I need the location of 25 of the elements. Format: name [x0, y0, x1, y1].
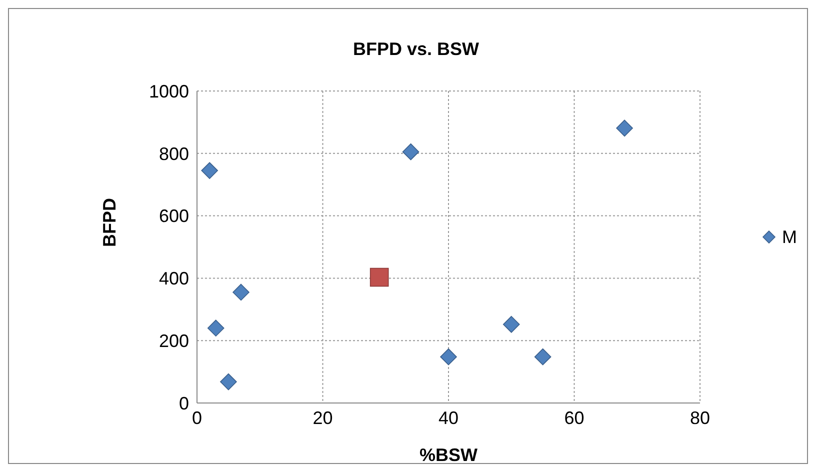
y-tick-label: 1000: [148, 81, 189, 102]
point: [220, 373, 237, 390]
y-axis-title: BFPD: [99, 198, 120, 247]
y-tick-label: 200: [158, 330, 189, 351]
point: [370, 268, 389, 287]
point: [616, 120, 633, 137]
x-tick-label: 80: [690, 408, 710, 428]
y-tick-label: 400: [158, 268, 189, 289]
x-axis-title: %BSW: [420, 445, 478, 465]
x-tick-label: 0: [192, 408, 202, 428]
point: [440, 348, 457, 366]
point: [232, 284, 250, 301]
y-tick-label: 600: [158, 206, 189, 226]
chart-title: BFPD vs. BSW: [352, 39, 480, 60]
point: [534, 348, 552, 366]
x-tick-label: 60: [564, 408, 584, 428]
y-tick-label: 0: [178, 393, 189, 414]
point: [201, 162, 218, 179]
x-tick-label: 20: [312, 408, 333, 428]
y-tick-label: 800: [158, 144, 189, 164]
x-tick-label: 40: [438, 408, 459, 428]
point: [207, 320, 224, 337]
legend-label: M: [782, 226, 797, 248]
point: [502, 316, 520, 333]
point: [402, 143, 420, 160]
